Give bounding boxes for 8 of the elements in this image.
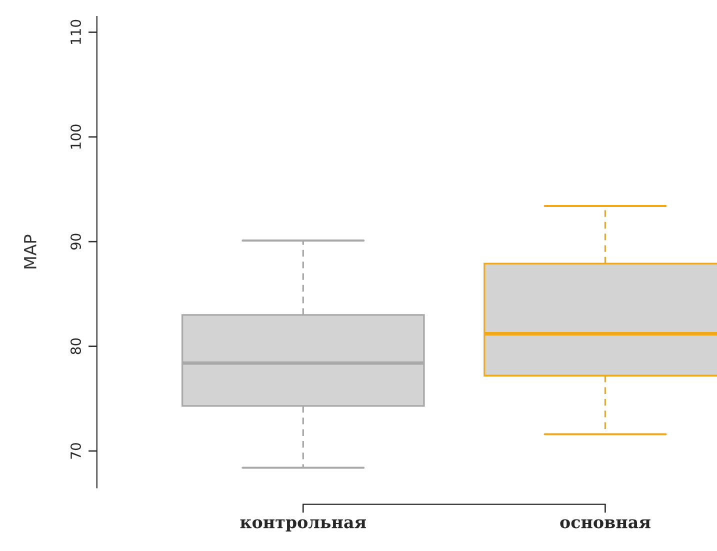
x-tick-label: контрольная [240,519,366,532]
y-tick-label: 70 [70,443,82,459]
x-tick-label: основная [560,519,650,528]
y-tick-label: 100 [70,124,82,149]
y-axis-title: MAP [24,234,36,268]
y-tick-label: 80 [70,338,82,354]
y-tick-label: 110 [70,20,82,44]
y-tick-label: 90 [70,234,82,250]
